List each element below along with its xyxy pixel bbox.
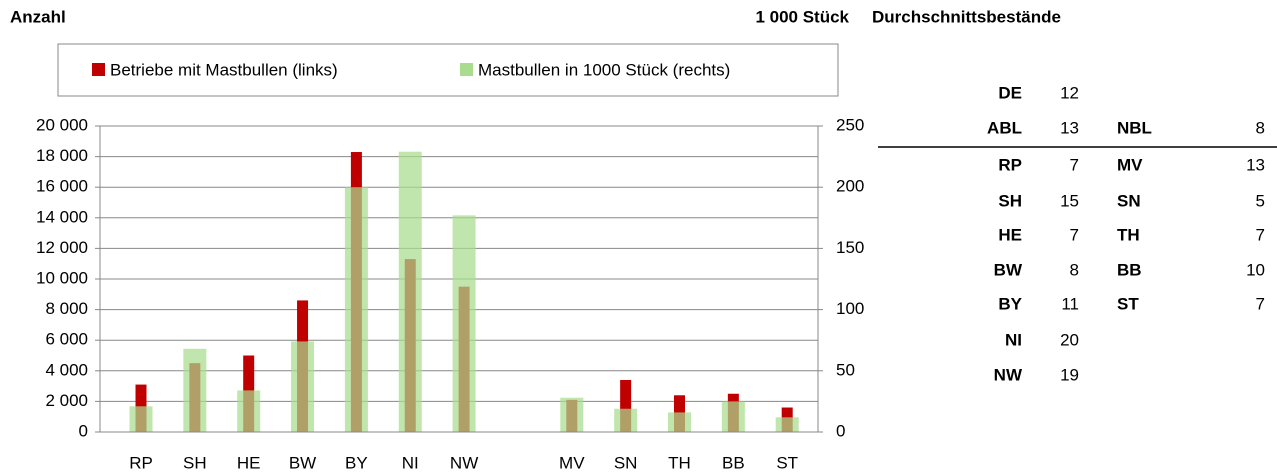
row-value: 13 bbox=[1060, 118, 1079, 137]
row-value: 15 bbox=[1060, 191, 1079, 210]
row-label: NI bbox=[1005, 330, 1022, 349]
x-tick-label: NI bbox=[402, 453, 419, 472]
y-tick-label: 10 000 bbox=[36, 268, 88, 287]
row-label: NBL bbox=[1117, 118, 1152, 137]
bar-mastbullen bbox=[614, 408, 638, 432]
row-value: 8 bbox=[1070, 260, 1079, 279]
bar-mastbullen bbox=[775, 417, 799, 432]
row-label: SH bbox=[998, 191, 1022, 210]
x-tick-label: BB bbox=[722, 453, 745, 472]
row-label: SN bbox=[1117, 191, 1141, 210]
row-value: 8 bbox=[1256, 118, 1265, 137]
bar-mastbullen bbox=[183, 348, 207, 432]
y-tick-label: 6 000 bbox=[45, 330, 88, 349]
y-axis-title: Anzahl bbox=[10, 7, 66, 26]
row-value: 20 bbox=[1060, 330, 1079, 349]
row-label: ABL bbox=[987, 118, 1022, 137]
bar-betriebe bbox=[620, 379, 632, 432]
y-tick-label: 8 000 bbox=[45, 299, 88, 318]
x-tick-label: ST bbox=[776, 453, 798, 472]
row-label: TH bbox=[1117, 225, 1140, 244]
bar-mastbullen bbox=[398, 151, 422, 433]
y2-tick-label: 50 bbox=[836, 360, 855, 379]
row-label: MV bbox=[1117, 155, 1143, 174]
row-label: BB bbox=[1117, 260, 1142, 279]
x-tick-label: NW bbox=[450, 453, 478, 472]
y-tick-label: 14 000 bbox=[36, 207, 88, 226]
y-tick-label: 12 000 bbox=[36, 238, 88, 257]
x-tick-label: RP bbox=[129, 453, 153, 472]
row-value: 7 bbox=[1070, 225, 1079, 244]
bar-mastbullen bbox=[291, 341, 315, 432]
bar-mastbullen bbox=[452, 215, 476, 432]
y-tick-label: 20 000 bbox=[36, 115, 88, 134]
row-label: NW bbox=[994, 365, 1023, 384]
y2-tick-label: 200 bbox=[836, 177, 864, 196]
y2-tick-label: 250 bbox=[836, 115, 864, 134]
y-tick-label: 16 000 bbox=[36, 177, 88, 196]
bar-mastbullen bbox=[129, 406, 153, 432]
x-tick-label: BY bbox=[345, 453, 368, 472]
row-value: 7 bbox=[1256, 294, 1265, 313]
row-value: 7 bbox=[1070, 155, 1079, 174]
row-label: BW bbox=[994, 260, 1023, 279]
row-label: ST bbox=[1117, 294, 1139, 313]
x-tick-label: HE bbox=[237, 453, 261, 472]
row-value: 12 bbox=[1060, 83, 1079, 102]
bar-mastbullen bbox=[560, 397, 584, 432]
legend-label: Mastbullen in 1000 Stück (rechts) bbox=[478, 60, 730, 79]
row-value: 5 bbox=[1256, 191, 1265, 210]
bar-mastbullen bbox=[668, 412, 691, 432]
row-value: 10 bbox=[1246, 260, 1265, 279]
bar-mastbullen bbox=[721, 401, 745, 432]
x-tick-label: SN bbox=[614, 453, 638, 472]
row-label: HE bbox=[998, 225, 1022, 244]
x-tick-label: TH bbox=[668, 453, 691, 472]
legend-box bbox=[57, 43, 839, 97]
x-tick-label: BW bbox=[289, 453, 316, 472]
y2-tick-label: 100 bbox=[836, 299, 864, 318]
legend-swatch bbox=[92, 63, 105, 76]
y2-tick-label: 0 bbox=[836, 421, 845, 440]
y-tick-label: 0 bbox=[79, 421, 88, 440]
row-value: 11 bbox=[1061, 294, 1079, 313]
x-tick-label: SH bbox=[183, 453, 207, 472]
legend-label: Betriebe mit Mastbullen (links) bbox=[110, 60, 338, 79]
y-tick-label: 18 000 bbox=[36, 146, 88, 165]
row-label: DE bbox=[998, 83, 1022, 102]
y2-axis-title: 1 000 Stück bbox=[755, 7, 849, 26]
row-label: RP bbox=[998, 155, 1022, 174]
row-value: 19 bbox=[1060, 365, 1079, 384]
bar-mastbullen bbox=[344, 187, 368, 432]
y2-tick-label: 150 bbox=[836, 238, 864, 257]
table-title: Durchschnittsbestände bbox=[872, 7, 1061, 26]
row-label: BY bbox=[998, 294, 1022, 313]
x-tick-label: MV bbox=[559, 453, 585, 472]
bar-mastbullen bbox=[237, 390, 261, 432]
y-tick-label: 4 000 bbox=[45, 360, 88, 379]
legend-swatch bbox=[460, 63, 473, 76]
row-value: 13 bbox=[1246, 155, 1265, 174]
y-tick-label: 2 000 bbox=[45, 391, 88, 410]
row-value: 7 bbox=[1256, 225, 1265, 244]
